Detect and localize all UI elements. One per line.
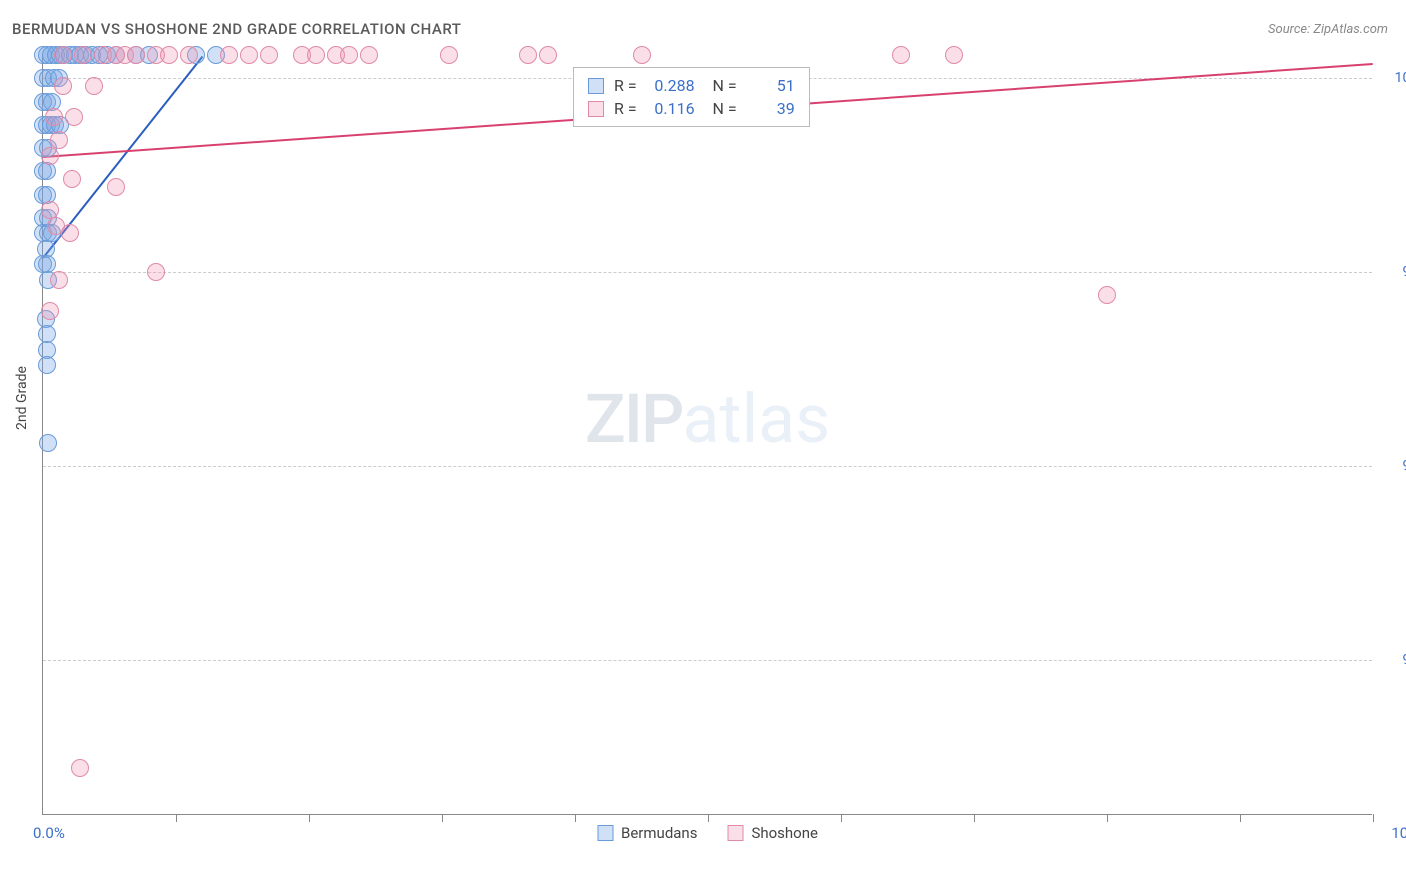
stat-n: 39 [747,99,795,118]
data-point [85,77,103,95]
legend-label: Bermudans [621,824,697,842]
xtick [575,814,576,822]
ytick-label: 95.0% [1402,458,1406,474]
data-point [63,170,81,188]
xtick [1107,814,1108,822]
swatch-icon [727,825,743,841]
xaxis-min-label: 0.0% [33,824,65,842]
data-point [160,46,178,64]
swatch-icon [597,825,613,841]
xtick [176,814,177,822]
ytick-label: 100.0% [1395,70,1406,86]
data-point [260,46,278,64]
legend-item: Bermudans [597,824,697,842]
swatch-icon [588,78,604,94]
ytick-label: 92.5% [1402,652,1406,668]
xtick [309,814,310,822]
data-point [71,759,89,777]
stats-box: R = 0.288 N = 51 R = 0.116 N = 39 [573,67,810,127]
data-point [74,46,92,64]
data-point [633,46,651,64]
stat-r: 0.116 [647,99,695,118]
gridline [43,466,1372,467]
data-point [54,46,72,64]
data-point [41,302,59,320]
data-point [1098,286,1116,304]
data-point [307,46,325,64]
chart-title: BERMUDAN VS SHOSHONE 2ND GRADE CORRELATI… [12,20,461,38]
data-point [41,147,59,165]
xtick [974,814,975,822]
stat-label: N = [705,76,737,95]
data-point [240,46,258,64]
data-point [180,46,198,64]
data-point [50,271,68,289]
yaxis-title: 2nd Grade [14,366,30,430]
data-point [519,46,537,64]
data-point [61,224,79,242]
data-point [892,46,910,64]
xtick [442,814,443,822]
stat-n: 51 [747,76,795,95]
data-point [340,46,358,64]
legend-item: Shoshone [727,824,818,842]
stat-label: R = [614,99,637,118]
stat-label: N = [705,99,737,118]
watermark: ZIPatlas [585,379,831,459]
data-point [440,46,458,64]
data-point [54,77,72,95]
stats-row: R = 0.116 N = 39 [588,97,795,120]
xtick [1373,814,1374,822]
data-point [147,263,165,281]
gridline [43,272,1372,273]
data-point [539,46,557,64]
stats-row: R = 0.288 N = 51 [588,74,795,97]
legend: Bermudans Shoshone [597,824,818,842]
ytick-label: 97.5% [1402,264,1406,280]
data-point [945,46,963,64]
data-point [39,434,57,452]
scatter-plot: ZIPatlas 0.0% 100.0% BermudansShoshone 1… [42,55,1372,815]
watermark-atlas: atlas [682,379,830,459]
watermark-zip: ZIP [585,379,683,459]
data-point [360,46,378,64]
legend-label: Shoshone [751,824,818,842]
data-point [38,162,56,180]
data-point [65,108,83,126]
source-label: Source: ZipAtlas.com [1268,22,1388,37]
swatch-icon [588,101,604,117]
xtick [841,814,842,822]
xtick [708,814,709,822]
data-point [107,178,125,196]
stat-r: 0.288 [647,76,695,95]
xaxis-max-label: 100.0% [1391,824,1406,842]
gridline [43,660,1372,661]
stat-label: R = [614,76,637,95]
data-point [45,108,63,126]
data-point [220,46,238,64]
data-point [127,46,145,64]
data-point [38,356,56,374]
xtick [1240,814,1241,822]
